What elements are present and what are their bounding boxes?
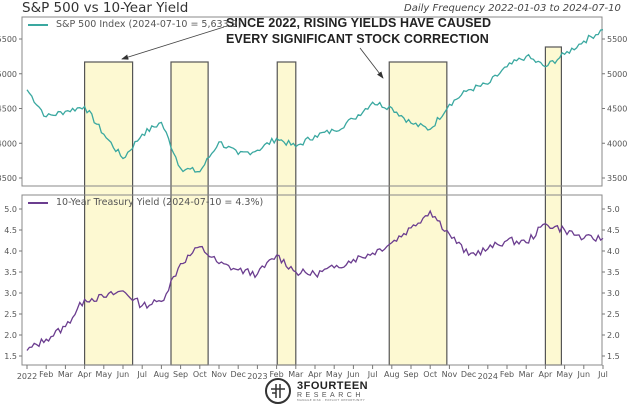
logo-name: 3FOURTEEN [297,379,369,392]
y-tick-label: 5500 [607,35,627,44]
x-tick-label: Sep [173,370,188,379]
y-tick-label: 3.5 [607,268,620,277]
y-tick-label: 3.5 [4,268,17,277]
y-tick-label: 3500 [607,174,627,183]
axis-ticks: 3500 3500 4000 4000 4500 4500 5000 5000 5500 5500… [0,35,627,381]
x-tick-label: Apr [78,370,93,379]
x-tick-label: Nov [442,370,458,379]
y-tick-label: 4.5 [607,226,620,235]
x-tick-label: Oct [193,370,207,379]
y-tick-label: 4.0 [4,247,17,256]
spx-legend: S&P 500 Index (2024-07-10 = 5,633.9) [28,19,241,30]
x-tick-label: Nov [211,370,227,379]
x-tick-label: Jul [136,370,147,379]
x-tick-label: Dec [461,370,476,379]
y-tick-label: 2.5 [4,310,17,319]
y-tick-label: 4500 [607,105,627,114]
highlight-boxes-top [83,46,563,366]
y-tick-label: 5000 [607,70,627,79]
annotation-arrow-right [359,47,384,79]
x-tick-label: Dec [230,370,245,379]
y-tick-label: 5000 [0,70,17,79]
y-tick-label: 2.0 [4,331,17,340]
x-tick-label: Apr [538,370,553,379]
x-tick-label: Aug [384,370,400,379]
chart-subtitle: Daily Frequency 2022-01-03 to 2024-07-10 [404,3,621,14]
highlight-period [276,61,297,366]
x-tick-label: Aug [154,370,170,379]
y-tick-label: 1.5 [4,352,17,361]
highlight-period [544,46,563,366]
y-tick-label: 4500 [0,105,17,114]
y-tick-label: 4000 [0,139,17,148]
y-tick-label: 1.5 [607,352,620,361]
annotation-text: SINCE 2022, RISING YIELDS HAVE CAUSED EV… [226,15,491,47]
x-tick-label: May [96,370,113,379]
spx-legend-label: S&P 500 Index (2024-07-10 = 5,633.9) [56,19,242,30]
x-tick-label: Sep [403,370,418,379]
annotation-line-2: EVERY SIGNIFICANT STOCK CORRECTION [226,32,489,46]
yield-panel-frame [21,194,603,366]
x-tick-label: 2022 [17,372,37,381]
y-tick-label: 5.0 [4,205,17,214]
logo-mark-icon [265,378,291,404]
x-tick-label: 2023 [247,372,267,381]
x-tick-label: Feb [500,370,514,379]
y-tick-label: 2.0 [607,331,620,340]
highlight-period [83,61,134,366]
yield-legend-swatch [28,201,48,204]
y-tick-label: 3500 [0,174,17,183]
y-tick-label: 5500 [0,35,17,44]
y-tick-label: 2.5 [607,310,620,319]
highlight-period [388,61,448,366]
x-tick-label: Jun [577,370,591,379]
x-tick-label: Mar [288,370,304,379]
x-tick-label: Apr [308,370,323,379]
x-tick-label: Mar [58,370,74,379]
annotation-arrow-left [121,26,225,60]
x-tick-label: Jun [346,370,360,379]
logo-tagline: MANAGE RISK · EXPLOIT OPPORTUNITY [297,397,366,402]
x-tick-label: Jul [367,370,378,379]
spx-legend-swatch [28,23,48,26]
spx-panel-frame [21,16,603,187]
x-tick-label: Jun [116,370,130,379]
x-tick-label: Mar [519,370,535,379]
x-tick-label: Feb [39,370,53,379]
y-tick-label: 3.0 [4,289,17,298]
x-tick-label: May [556,370,573,379]
highlight-period [170,61,209,366]
yield-legend-label: 10-Year Treasury Yield (2024-07-10 = 4.3… [56,197,264,208]
yield-line [26,209,604,351]
chart-title: S&P 500 vs 10-Year Yield [22,0,189,16]
x-tick-label: Jul [597,370,608,379]
y-tick-label: 4.0 [607,247,620,256]
spx-line [26,29,604,173]
annotation-line-1: SINCE 2022, RISING YIELDS HAVE CAUSED [226,16,492,30]
brand-logo: 3FOURTEEN RESEARCH MANAGE RISK · EXPLOIT… [265,378,368,404]
x-tick-label: May [326,370,343,379]
x-tick-label: Oct [423,370,437,379]
x-tick-label: Feb [270,370,284,379]
x-tick-label: 2024 [478,372,498,381]
y-tick-label: 3.0 [607,289,620,298]
y-tick-label: 4.5 [4,226,17,235]
yield-legend: 10-Year Treasury Yield (2024-07-10 = 4.3… [28,197,263,208]
y-tick-label: 4000 [607,139,627,148]
logo-sub: RESEARCH [297,391,364,399]
y-tick-label: 5.0 [607,205,620,214]
